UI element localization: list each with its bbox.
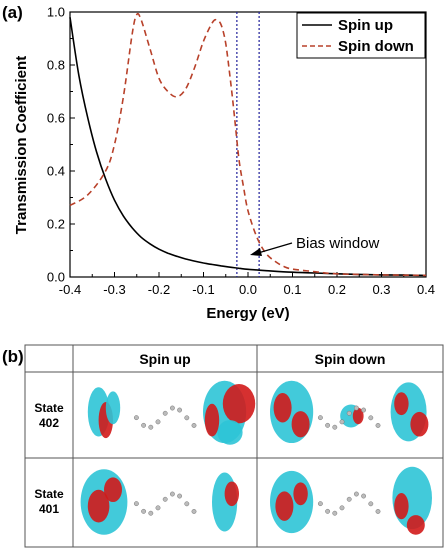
x-tick-label: 0.4 xyxy=(417,282,435,297)
y-tick-label: 0.8 xyxy=(47,58,65,73)
orbital-lobe xyxy=(352,407,364,425)
x-tick-label: 0.1 xyxy=(283,282,301,297)
orbital-image-spin-down-402 xyxy=(270,380,429,444)
row-label-state-402-line2: 402 xyxy=(39,416,59,430)
orbital-atom xyxy=(353,491,359,497)
bias-window-annotation: Bias window xyxy=(250,235,380,256)
orbital-lobe xyxy=(275,491,294,521)
annotation-arrow-head xyxy=(250,248,262,256)
orbital-atom xyxy=(141,508,147,514)
orbital-atom xyxy=(148,424,154,430)
orbital-atom xyxy=(162,496,168,502)
orbital-atom xyxy=(133,415,139,421)
column-header-spin-up: Spin up xyxy=(139,351,190,367)
x-tick-labels: -0.4 -0.3 -0.2 -0.1 0.0 0.1 0.2 0.3 0.4 xyxy=(59,282,435,297)
orbital-image-spin-up-402 xyxy=(87,380,256,445)
orbital-atom xyxy=(368,501,374,507)
orbital-atom xyxy=(368,415,374,421)
x-tick-label: 0.0 xyxy=(239,282,257,297)
orbital-atom xyxy=(155,505,161,511)
row-label-state-401-line1: State xyxy=(34,487,64,501)
spin-up-line xyxy=(69,17,427,277)
row-label-state-401-line2: 401 xyxy=(39,502,59,516)
x-tick-label: -0.3 xyxy=(103,282,125,297)
orbital-atom xyxy=(361,493,367,499)
x-tick-label: -0.1 xyxy=(192,282,214,297)
orbital-lobe xyxy=(394,392,409,416)
orbital-atom xyxy=(325,422,331,428)
orbital-table: Spin up Spin down State 402 State 401 xyxy=(24,344,444,548)
legend: Spin up Spin down xyxy=(296,12,426,59)
transmission-chart: -0.4 -0.3 -0.2 -0.1 0.0 0.1 0.2 0.3 0.4 0.00.20.… xyxy=(13,5,435,323)
y-tick-label: 0.6 xyxy=(47,111,65,126)
orbital-lobe xyxy=(87,489,110,523)
orbital-atom xyxy=(332,510,338,516)
orbital-lobe xyxy=(394,492,409,520)
panel-b-label: (b) xyxy=(2,347,24,366)
orbital-lobe xyxy=(217,420,243,445)
orbital-atom xyxy=(191,508,197,514)
series-lines xyxy=(69,12,427,277)
orbital-atom xyxy=(177,407,183,413)
legend-box xyxy=(296,12,426,59)
bias-window-lines xyxy=(236,12,260,277)
axis-ticks xyxy=(69,11,427,278)
orbital-lobe xyxy=(222,384,256,424)
orbital-atom xyxy=(191,422,197,428)
orbital-atom xyxy=(346,496,352,502)
orbital-atom xyxy=(346,410,352,416)
orbital-lobe xyxy=(204,403,220,437)
y-axis-label: Transmission Coefficient xyxy=(13,56,30,234)
panel-a-label: (a) xyxy=(2,3,23,22)
orbital-atom xyxy=(317,415,323,421)
orbital-atom xyxy=(339,419,345,425)
x-axis-label: Energy (eV) xyxy=(206,305,289,322)
x-tick-label: -0.4 xyxy=(59,282,81,297)
legend-spin-down-label: Spin down xyxy=(338,38,414,55)
orbital-lobe xyxy=(105,391,121,425)
orbital-atom xyxy=(332,424,338,430)
legend-spin-up-label: Spin up xyxy=(338,17,393,34)
orbital-atom xyxy=(148,510,154,516)
orbital-atom xyxy=(375,422,381,428)
x-tick-label: 0.2 xyxy=(328,282,346,297)
orbital-atom xyxy=(353,405,359,411)
orbital-lobe xyxy=(273,393,292,423)
orbital-image-spin-down-401 xyxy=(270,466,433,535)
orbital-atom xyxy=(162,410,168,416)
orbital-atom xyxy=(375,508,381,514)
row-label-state-402-line1: State xyxy=(34,401,64,415)
orbital-atom xyxy=(361,407,367,413)
orbital-atom xyxy=(184,415,190,421)
orbital-lobe xyxy=(410,411,429,437)
y-tick-label: 0.0 xyxy=(47,270,65,285)
y-tick-labels: 0.0 0.2 0.4 0.6 0.8 1.0 xyxy=(47,5,65,285)
orbital-lobe xyxy=(291,411,310,438)
orbital-atom xyxy=(169,491,175,497)
orbital-atom xyxy=(155,419,161,425)
orbital-atom xyxy=(339,505,345,511)
orbital-atom xyxy=(141,422,147,428)
orbital-lobe xyxy=(406,515,425,535)
orbital-atom xyxy=(169,405,175,411)
annotation-text: Bias window xyxy=(296,235,380,252)
orbital-atom xyxy=(133,501,139,507)
orbital-atom xyxy=(325,508,331,514)
y-tick-label: 1.0 xyxy=(47,5,65,20)
y-tick-label: 0.2 xyxy=(47,217,65,232)
orbital-atom xyxy=(184,501,190,507)
x-tick-label: -0.2 xyxy=(148,282,170,297)
orbital-lobe xyxy=(104,477,122,503)
orbital-image-spin-up-401 xyxy=(80,469,239,535)
orbital-lobe xyxy=(224,481,239,507)
orbital-atom xyxy=(317,501,323,507)
orbital-atom xyxy=(177,493,183,499)
y-tick-label: 0.4 xyxy=(47,164,65,179)
x-tick-label: 0.3 xyxy=(372,282,390,297)
table-frame xyxy=(24,344,444,548)
annotation-arrow-shaft xyxy=(257,242,293,254)
orbital-lobe xyxy=(293,482,308,506)
column-header-spin-down: Spin down xyxy=(315,351,386,367)
